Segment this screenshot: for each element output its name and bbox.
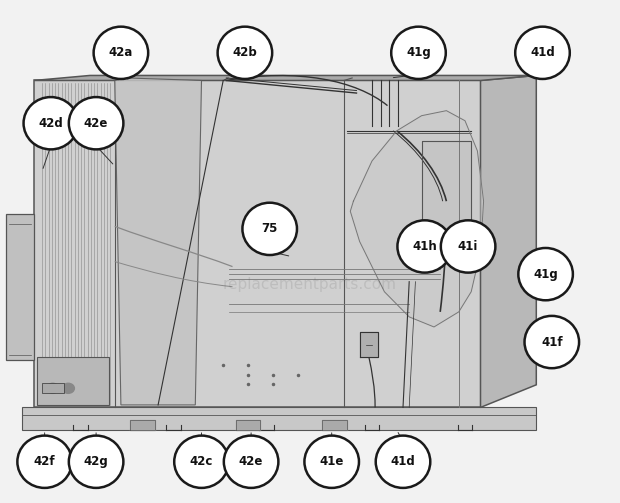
- Text: 41e: 41e: [319, 455, 344, 468]
- Ellipse shape: [397, 220, 452, 273]
- Ellipse shape: [69, 436, 123, 488]
- Ellipse shape: [17, 436, 72, 488]
- Polygon shape: [6, 214, 34, 360]
- FancyBboxPatch shape: [37, 357, 108, 405]
- Text: 41d: 41d: [530, 46, 555, 59]
- Ellipse shape: [391, 27, 446, 79]
- Text: replacementparts.com: replacementparts.com: [223, 277, 397, 292]
- Text: 42d: 42d: [38, 117, 63, 130]
- Text: 41g: 41g: [406, 46, 431, 59]
- Ellipse shape: [242, 203, 297, 255]
- Text: 42c: 42c: [190, 455, 213, 468]
- Text: 75: 75: [262, 222, 278, 235]
- Polygon shape: [480, 75, 536, 407]
- Text: 42e: 42e: [239, 455, 264, 468]
- Ellipse shape: [518, 248, 573, 300]
- Text: 42f: 42f: [34, 455, 55, 468]
- Text: 41g: 41g: [533, 268, 558, 281]
- Ellipse shape: [24, 97, 78, 149]
- Polygon shape: [130, 420, 155, 430]
- Ellipse shape: [224, 436, 278, 488]
- Polygon shape: [422, 141, 471, 236]
- Ellipse shape: [69, 97, 123, 149]
- Polygon shape: [236, 420, 260, 430]
- Ellipse shape: [441, 220, 495, 273]
- Circle shape: [62, 383, 74, 393]
- Polygon shape: [34, 75, 536, 80]
- Text: 41f: 41f: [541, 336, 562, 349]
- Ellipse shape: [94, 27, 148, 79]
- Ellipse shape: [218, 27, 272, 79]
- Bar: [42, 383, 64, 393]
- Ellipse shape: [174, 436, 229, 488]
- Text: 42a: 42a: [108, 46, 133, 59]
- Text: 41i: 41i: [458, 240, 478, 253]
- Ellipse shape: [515, 27, 570, 79]
- Polygon shape: [360, 332, 378, 357]
- Polygon shape: [350, 111, 484, 327]
- Circle shape: [46, 383, 59, 393]
- Polygon shape: [115, 78, 202, 405]
- Polygon shape: [322, 420, 347, 430]
- Text: 42g: 42g: [84, 455, 108, 468]
- Text: 42b: 42b: [232, 46, 257, 59]
- Text: 41d: 41d: [391, 455, 415, 468]
- Ellipse shape: [525, 316, 579, 368]
- Ellipse shape: [304, 436, 359, 488]
- Text: 41h: 41h: [412, 240, 437, 253]
- FancyBboxPatch shape: [22, 407, 536, 430]
- Text: 42e: 42e: [84, 117, 108, 130]
- Ellipse shape: [376, 436, 430, 488]
- FancyBboxPatch shape: [34, 80, 480, 407]
